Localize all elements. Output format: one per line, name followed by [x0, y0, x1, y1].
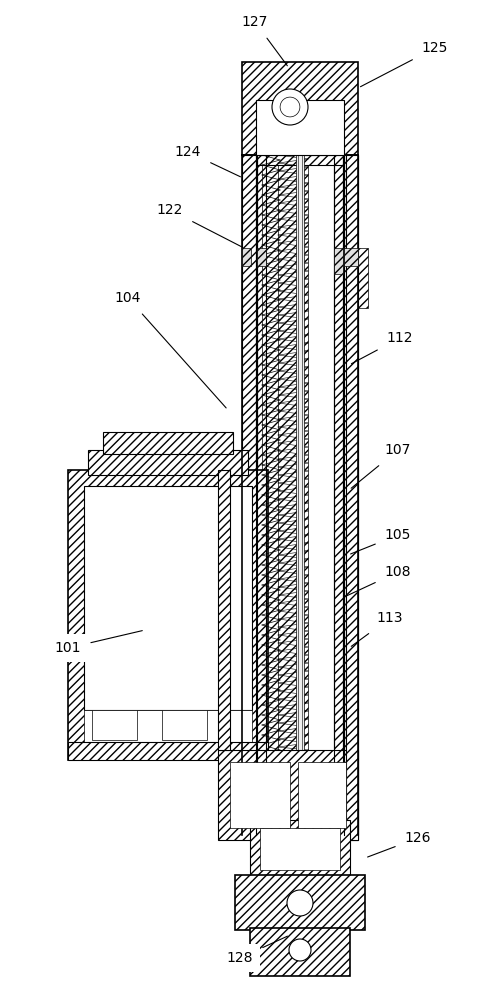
Circle shape [289, 939, 311, 961]
Bar [68, 742, 268, 760]
Bar [162, 710, 207, 740]
Circle shape [287, 890, 313, 916]
Text: 107: 107 [351, 443, 411, 488]
Bar [344, 155, 358, 835]
Bar [84, 710, 252, 745]
Bar [296, 155, 304, 840]
Bar [344, 248, 358, 528]
Text: 104: 104 [115, 291, 226, 408]
Bar [262, 155, 280, 770]
Bar [344, 248, 358, 266]
Text: 113: 113 [351, 611, 403, 646]
Bar [68, 470, 268, 760]
Text: 125: 125 [361, 41, 448, 87]
Bar [257, 155, 343, 165]
Bar [298, 762, 346, 828]
Bar [92, 710, 137, 740]
Text: 112: 112 [351, 331, 413, 364]
Bar [250, 820, 350, 880]
Bar [334, 248, 343, 274]
Bar [88, 450, 248, 475]
Bar [242, 62, 358, 155]
Bar [84, 486, 252, 710]
Text: 124: 124 [175, 145, 241, 177]
Text: 101: 101 [55, 631, 142, 655]
Text: 127: 127 [242, 15, 287, 66]
Bar [218, 750, 358, 840]
Circle shape [272, 89, 308, 125]
Bar [242, 155, 256, 835]
Bar [334, 155, 343, 780]
Bar [346, 155, 358, 840]
Bar [230, 762, 290, 828]
Circle shape [280, 97, 300, 117]
Bar [103, 432, 233, 454]
Bar [260, 828, 340, 870]
Bar [257, 155, 266, 780]
Text: 105: 105 [350, 528, 411, 554]
Text: 128: 128 [227, 936, 288, 965]
Bar [250, 928, 350, 976]
Bar [358, 248, 368, 308]
Text: 122: 122 [157, 203, 242, 247]
Bar [218, 470, 230, 750]
Text: 126: 126 [368, 831, 431, 857]
Text: 108: 108 [344, 565, 411, 597]
Bar [278, 155, 308, 750]
Bar [235, 875, 365, 930]
Bar [256, 100, 344, 155]
Bar [242, 248, 251, 266]
Bar [257, 248, 266, 266]
